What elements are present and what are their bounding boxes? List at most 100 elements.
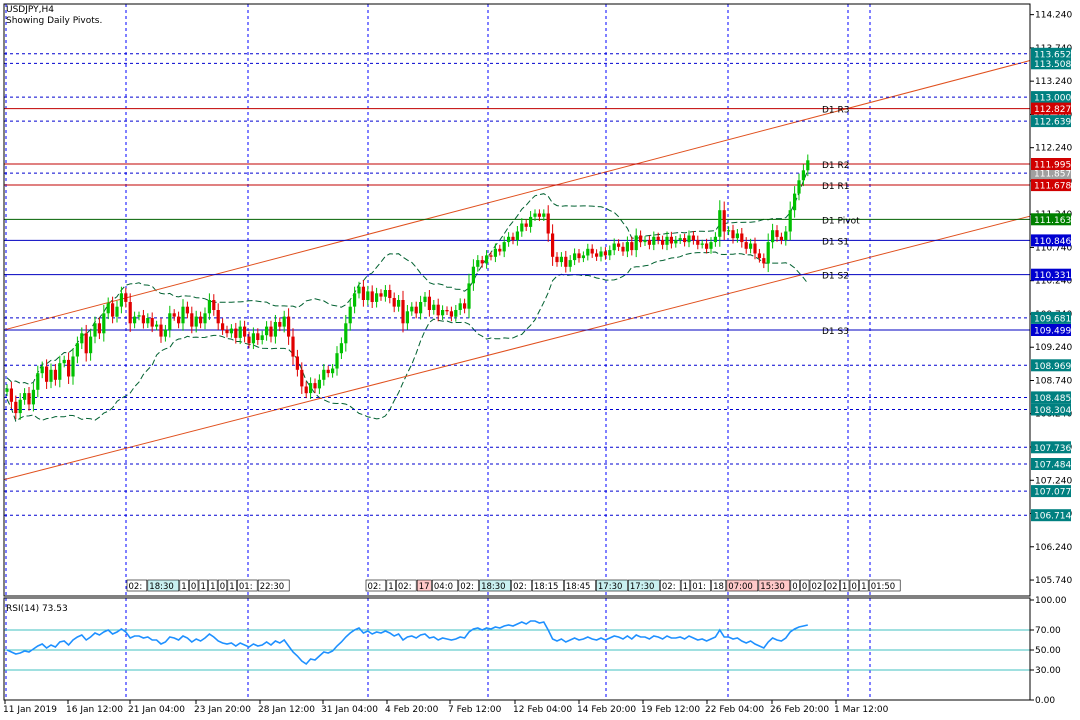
candle-body: [225, 329, 229, 334]
candle-body: [133, 316, 137, 324]
session-stamp-box: [189, 579, 199, 592]
candle-body: [603, 251, 607, 256]
session-stamp-box: [868, 579, 901, 592]
candle-body: [577, 253, 581, 259]
candle-body: [713, 236, 717, 243]
rsi-tick-label: 70.00: [1035, 626, 1061, 636]
candle-body: [357, 286, 361, 294]
level-tag-label: 111.857: [1034, 170, 1071, 180]
candle-body: [551, 233, 555, 257]
candle-body: [339, 343, 343, 354]
session-stamp: 1: [683, 582, 688, 592]
pivot-label: D1 R2: [822, 161, 850, 171]
candle-body: [537, 213, 541, 217]
candle-body: [119, 293, 123, 307]
candle-body: [661, 240, 665, 245]
level-tag: [1031, 47, 1071, 60]
candle-body: [779, 236, 783, 241]
session-stamps: 02: 18:30 1 0 1 1 0 1 01: 22:30 02: 1 02: 17 04:0 02: 18…: [126, 579, 901, 592]
candle-body: [150, 318, 154, 327]
candle-body: [674, 240, 678, 244]
candle-body: [793, 193, 797, 211]
price-levels: [4, 53, 1030, 516]
candle-body: [515, 231, 519, 241]
candle-body: [709, 242, 713, 249]
candle-body: [53, 369, 57, 380]
candle-body: [31, 389, 35, 405]
session-stamp-box: [840, 579, 850, 592]
candle-body: [93, 323, 97, 337]
candle-body: [463, 303, 467, 309]
session-stamp-box: [208, 579, 218, 592]
rsi-line: [6, 620, 808, 666]
pivot-tag: [1031, 102, 1071, 115]
session-stamp: 17:30: [598, 582, 623, 592]
rsi-axis: 100.00 70.00 50.00 30.00 0.00: [1030, 596, 1067, 706]
candle-body: [36, 373, 40, 390]
pivot-tag-label: 111.995: [1034, 161, 1071, 171]
candles: [5, 154, 810, 420]
level-tag: [1031, 441, 1071, 454]
session-stamp: 18:30: [481, 582, 506, 592]
session-stamp: 1: [201, 582, 206, 592]
session-stamp-box: [458, 579, 479, 592]
session-stamp: 1: [842, 582, 847, 592]
candle-body: [432, 304, 436, 310]
candle-body: [617, 243, 621, 247]
candle-body: [476, 260, 480, 267]
price-tick-label: 105.740: [1035, 576, 1072, 586]
candle-body: [216, 310, 220, 324]
candle-body: [168, 313, 172, 330]
session-stamp: 17:30: [630, 582, 655, 592]
time-tick-label: 21 Jan 04:00: [128, 705, 185, 715]
session-stamp: 18:15: [534, 582, 559, 592]
candle-body: [533, 213, 537, 217]
candle-body: [163, 329, 167, 337]
candle-body: [441, 310, 445, 316]
candle-body: [185, 306, 189, 314]
session-stamp: 0: [802, 582, 807, 592]
session-stamp: 1: [210, 582, 215, 592]
candle-body: [291, 336, 295, 357]
candle-body: [652, 236, 656, 245]
candle-body: [581, 255, 585, 259]
candle-body: [366, 291, 370, 300]
candle-body: [397, 300, 401, 307]
session-stamp: 18:30: [149, 582, 174, 592]
pivot-label: D1 S3: [822, 327, 849, 337]
level-tag-label: 108.485: [1034, 394, 1071, 404]
candle-body: [269, 326, 273, 337]
level-tag: [1031, 167, 1071, 180]
candle-body: [740, 233, 744, 243]
time-tick-label: 22 Feb 04:00: [705, 705, 764, 715]
session-stamp-box: [237, 579, 258, 592]
candle-body: [194, 316, 198, 327]
candle-body: [656, 236, 660, 241]
time-tick-label: 4 Feb 20:00: [385, 705, 439, 715]
candle-body: [361, 286, 365, 300]
pivot-tag-label: 112.827: [1034, 105, 1071, 115]
price-tick-label: 112.240: [1035, 144, 1072, 154]
candle-body: [445, 310, 449, 312]
time-tick-label: 28 Jan 12:00: [258, 705, 315, 715]
session-stamp: 04:0: [434, 582, 453, 592]
session-stamp-box: [396, 579, 417, 592]
level-tag-label: 112.639: [1034, 118, 1071, 128]
candle-body: [379, 293, 383, 297]
session-stamp-box: [511, 579, 532, 592]
candle-body: [678, 238, 682, 241]
price-tick-label: 108.740: [1035, 376, 1072, 386]
pivot-tag: [1031, 234, 1071, 247]
candle-body: [199, 316, 203, 324]
candle-body: [401, 300, 405, 324]
candle-body: [590, 248, 594, 254]
candle-body: [273, 322, 277, 337]
candle-body: [49, 369, 53, 382]
price-tick-label: 113.240: [1035, 77, 1072, 87]
candle-body: [419, 302, 423, 314]
candle-body: [608, 250, 612, 256]
trend-channel: [3, 60, 1031, 481]
candle-body: [67, 359, 71, 377]
level-tag: [1031, 509, 1071, 522]
